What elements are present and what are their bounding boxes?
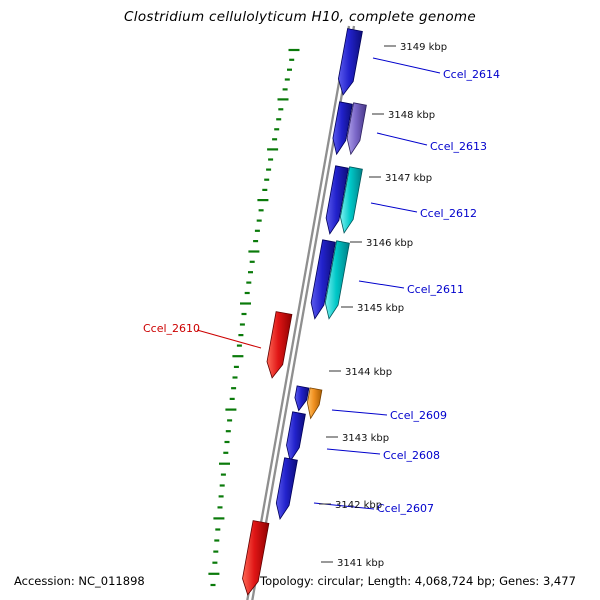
scale-tick <box>240 302 251 305</box>
gene-arrow-Ccel_2612[interactable] <box>339 166 363 234</box>
gene-label[interactable]: Ccel_2610 <box>143 322 200 335</box>
gene-label[interactable]: Ccel_2609 <box>390 409 447 422</box>
scale-tick <box>236 344 242 347</box>
scale-tick <box>227 419 233 422</box>
position-label: 3141 kbp <box>337 558 384 569</box>
position-label: 3144 kbp <box>345 367 392 378</box>
scale-tick <box>262 188 268 191</box>
gene-arrow-Ccel_2611[interactable] <box>310 239 336 320</box>
scale-tick <box>289 58 295 61</box>
label-leader-line <box>196 329 262 349</box>
scale-tick <box>272 138 278 141</box>
scale-tick <box>244 291 250 295</box>
gene-label[interactable]: Ccel_2611 <box>407 283 464 296</box>
scale-tick <box>287 68 292 71</box>
gene-label[interactable]: Ccel_2613 <box>430 140 487 153</box>
gene-label[interactable]: Ccel_2612 <box>420 207 477 220</box>
scale-tick <box>212 561 218 564</box>
scale-tick <box>208 572 220 575</box>
topology-text: Topology: circular; Length: 4,068,724 bp… <box>260 574 576 588</box>
scale-tick <box>246 281 252 284</box>
scale-tick <box>210 583 216 587</box>
scale-tick <box>225 430 231 433</box>
scale-tick <box>229 397 235 400</box>
scale-tick <box>278 108 284 111</box>
position-label: 3143 kbp <box>342 433 389 444</box>
label-leader-line <box>372 57 441 74</box>
gene-arrow-Ccel_2614[interactable] <box>337 28 363 96</box>
gene-arrow-Ccel_2613[interactable] <box>346 102 367 156</box>
scale-tick <box>282 88 288 91</box>
scale-tick <box>224 440 230 444</box>
label-leader-line <box>370 202 418 213</box>
scale-tick <box>258 209 264 212</box>
scale-tick <box>268 158 274 161</box>
position-label: 3147 kbp <box>385 173 432 184</box>
gene-arrow-Ccel_2607[interactable] <box>275 457 298 520</box>
gene-arrow-Ccel_2612[interactable] <box>325 165 349 235</box>
position-label: 3146 kbp <box>366 238 413 249</box>
scale-tick <box>217 506 223 509</box>
label-leader-line <box>326 448 381 455</box>
scale-tick <box>238 334 244 337</box>
scale-tick <box>219 462 230 465</box>
scale-tick <box>219 484 225 487</box>
scale-tick <box>288 48 300 52</box>
scale-tick <box>239 323 245 326</box>
scale-tick <box>218 495 224 498</box>
scale-tick <box>232 376 238 379</box>
gene-label[interactable]: Ccel_2607 <box>377 502 434 515</box>
genome-backbone-line <box>246 25 351 600</box>
scale-tick <box>223 451 229 454</box>
gene-arrow-Ccel_2609[interactable] <box>294 385 310 412</box>
scale-tick <box>213 550 219 553</box>
gene-arrow[interactable] <box>242 520 270 596</box>
scale-tick <box>266 168 272 171</box>
status-bar: Accession: NC_011898 Topology: circular;… <box>0 572 600 600</box>
scale-tick <box>277 98 289 101</box>
scale-tick <box>231 387 237 390</box>
scale-tick <box>264 178 270 181</box>
scale-tick <box>274 128 280 131</box>
scale-tick <box>241 312 247 316</box>
position-label: 3148 kbp <box>388 110 435 121</box>
scale-tick <box>213 517 225 520</box>
gene-arrow-Ccel_2611[interactable] <box>324 240 350 320</box>
gene-label[interactable]: Ccel_2608 <box>383 449 440 462</box>
label-leader-line <box>331 409 388 416</box>
scale-tick <box>233 365 239 368</box>
scale-tick <box>276 118 282 121</box>
position-label: 3145 kbp <box>357 303 404 314</box>
scale-tick <box>214 539 220 542</box>
gene-arrow-Ccel_2608[interactable] <box>286 411 306 463</box>
scale-tick <box>256 219 262 222</box>
scale-tick <box>248 271 253 274</box>
scale-tick <box>249 260 255 263</box>
accession-text: Accession: NC_011898 <box>14 574 145 588</box>
gene-arrow-Ccel_2609[interactable] <box>306 387 323 420</box>
scale-tick <box>257 199 269 202</box>
scale-tick <box>267 148 279 151</box>
scale-tick <box>220 473 226 476</box>
gene-arrow-Ccel_2610[interactable] <box>266 311 293 379</box>
gene-arrow-Ccel_2613[interactable] <box>332 101 353 156</box>
page-title: Clostridium cellulolyticum H10, complete… <box>124 9 476 25</box>
label-leader-line <box>358 280 405 289</box>
label-leader-line <box>376 132 428 146</box>
scale-tick <box>253 240 259 243</box>
scale-tick <box>215 528 221 531</box>
scale-tick <box>225 408 237 411</box>
position-label: 3142 kbp <box>335 500 382 511</box>
scale-tick <box>248 250 260 253</box>
scale-tick <box>284 78 290 81</box>
position-label: 3149 kbp <box>400 42 447 53</box>
scale-tick <box>254 229 260 232</box>
gene-label[interactable]: Ccel_2614 <box>443 68 500 81</box>
scale-tick <box>232 355 244 358</box>
